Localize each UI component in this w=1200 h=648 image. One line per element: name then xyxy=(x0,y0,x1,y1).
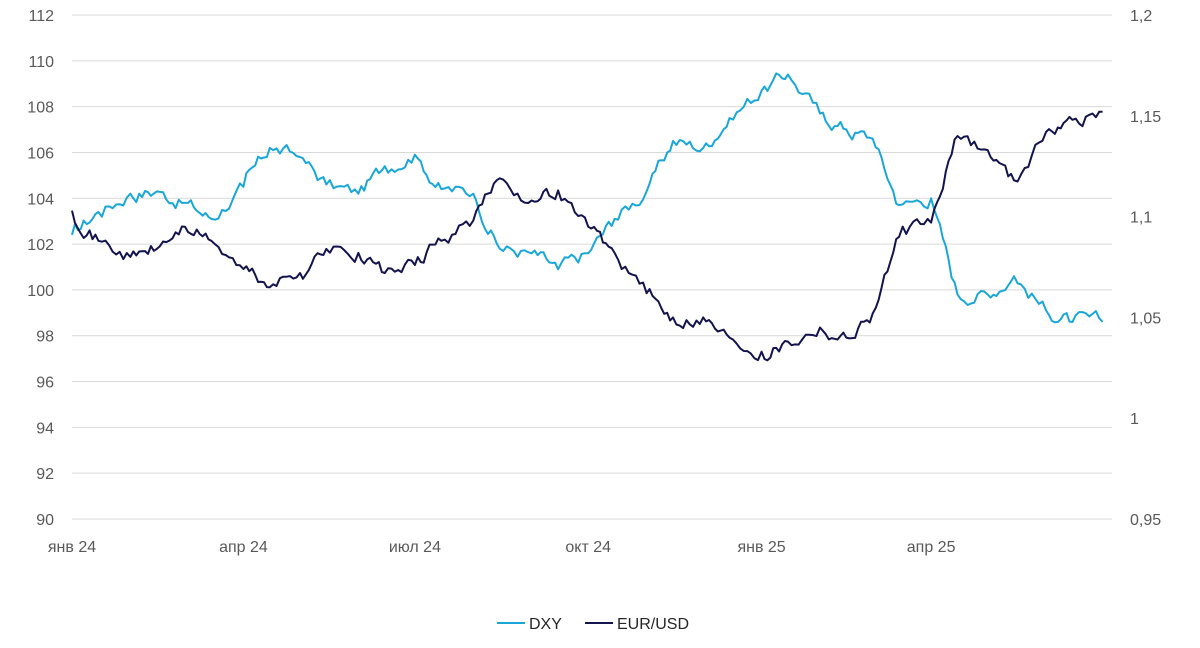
grid-lines xyxy=(72,14,1112,520)
y-left-tick-label: 108 xyxy=(27,100,54,117)
y-right-tick-label: 1,05 xyxy=(1130,310,1161,327)
series-lines xyxy=(71,72,1104,362)
x-axis: янв 24 апр 24 июл 24 окт 24 янв 25 апр 25 xyxy=(48,539,956,556)
y-left-tick-label: 104 xyxy=(27,191,54,208)
series-line-dxy xyxy=(71,72,1104,324)
y-left-tick-label: 92 xyxy=(36,466,54,483)
y-left-tick-label: 106 xyxy=(27,145,54,162)
legend: DXY EUR/USD xyxy=(497,616,689,633)
y-axis-right: 0,95 1 1,05 1,1 1,15 1,2 xyxy=(1130,8,1161,529)
x-tick-label: июл 24 xyxy=(389,539,441,556)
y-right-tick-label: 1,2 xyxy=(1130,8,1152,25)
y-left-tick-label: 100 xyxy=(27,283,54,300)
y-right-tick-label: 1 xyxy=(1130,411,1139,428)
x-tick-label: апр 25 xyxy=(907,539,956,556)
y-left-tick-label: 90 xyxy=(36,512,54,529)
x-tick-label: янв 25 xyxy=(737,539,785,556)
y-left-tick-label: 98 xyxy=(36,329,54,346)
y-left-tick-label: 102 xyxy=(27,237,54,254)
y-left-tick-label: 94 xyxy=(36,420,54,437)
series-line-eurusd xyxy=(71,110,1103,362)
y-left-tick-label: 110 xyxy=(28,54,54,71)
y-left-tick-label: 112 xyxy=(28,8,54,25)
y-right-tick-label: 1,1 xyxy=(1130,210,1152,227)
legend-label-eurusd: EUR/USD xyxy=(617,616,689,633)
y-left-tick-label: 96 xyxy=(36,375,54,392)
legend-label-dxy: DXY xyxy=(529,616,562,633)
x-tick-label: янв 24 xyxy=(48,539,96,556)
y-right-tick-label: 0,95 xyxy=(1130,512,1161,529)
x-tick-label: апр 24 xyxy=(219,539,268,556)
x-tick-label: окт 24 xyxy=(565,539,611,556)
y-axis-left: 90 92 94 96 98 100 102 104 106 108 110 112 xyxy=(27,8,54,529)
y-right-tick-label: 1,15 xyxy=(1130,109,1161,126)
